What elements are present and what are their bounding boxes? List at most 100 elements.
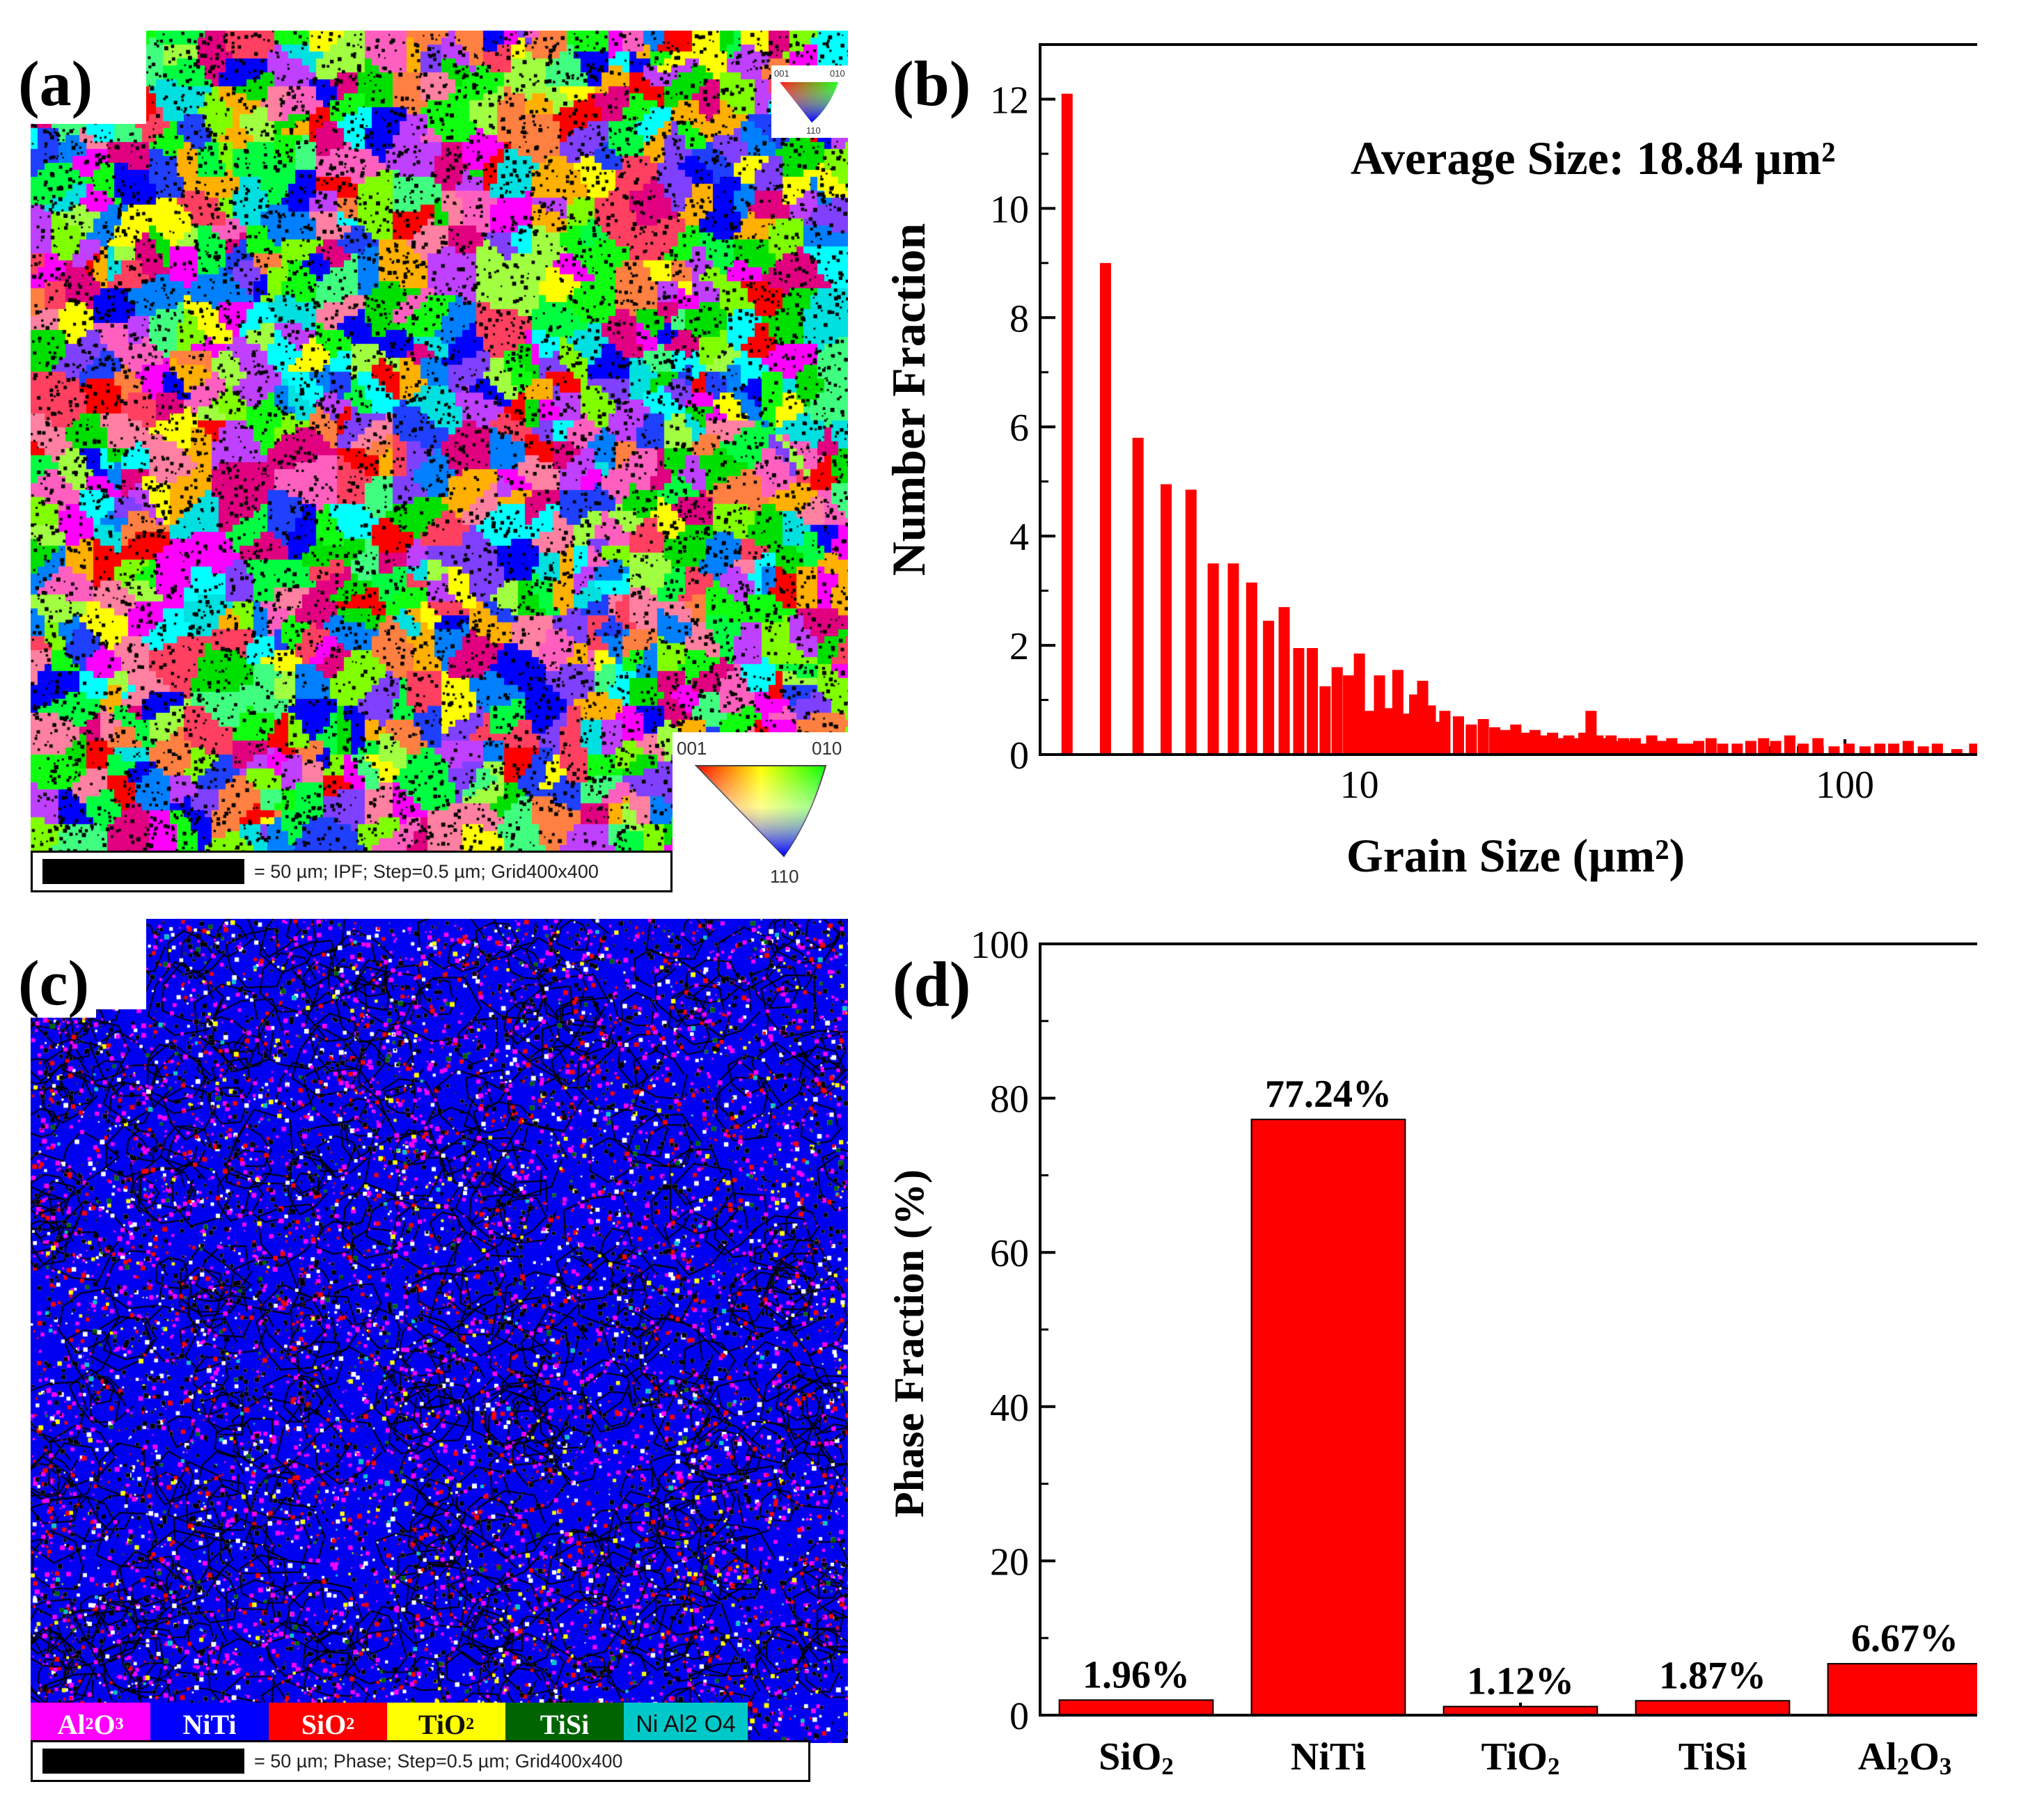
grain-size-bar [1293,648,1305,755]
grain-size-bar [1392,670,1404,755]
grain-size-bar [1319,686,1331,755]
grain-size-bar [1510,724,1522,755]
ipf-label-001: 001 [677,738,707,759]
grain-size-bar [1675,743,1687,755]
grain-size-bar [1828,746,1840,755]
legend-item-nial2o4: Ni Al2 O4 [624,1703,748,1743]
grain-size-bar [1731,743,1743,755]
grain-size-bar [1656,741,1668,755]
scalebar-c: = 50 µm; Phase; Step=0.5 µm; Grid400x400 [31,1740,810,1782]
grain-size-bar [1529,729,1541,755]
ipf-small-001: 001 [774,68,789,79]
panel-c-label: (c) [11,948,97,1018]
grain-size-bar [1635,743,1646,755]
grain-size-bar [1353,653,1365,755]
phase-ytick-label-20: 20 [990,1540,1029,1584]
grain-size-bar [1770,741,1782,755]
grain-size-bar [1538,735,1550,755]
phase-xtick-label-niti: NiTi [1291,1735,1366,1778]
scalebar-a-text: = 50 µm; IPF; Step=0.5 µm; Grid400x400 [254,860,599,882]
ipf-label-010: 010 [812,738,842,759]
legend-item-sio2: SiO 2 [269,1703,387,1743]
grain-size-bar [1693,741,1705,755]
grain-size-bar [1061,93,1073,755]
phase-ytick-label-40: 40 [990,1387,1029,1430]
grain-size-bar [1666,738,1678,755]
grain-size-bar [1969,743,1977,755]
grain-size-bar [1331,667,1343,755]
panel-a-label: (a) [11,49,100,118]
legend-item-niti: NiTi [150,1703,269,1743]
grain-ytick-label-4: 4 [1009,516,1029,559]
grain-xtick-label-100: 100 [1816,764,1874,807]
grain-size-bar [1452,716,1464,755]
grain-ytick-label-2: 2 [1009,625,1029,668]
grain-size-bar [1245,582,1257,755]
grain-size-bar [1874,743,1886,755]
grain-size-bar [1646,735,1658,755]
grain-size-bar [1364,711,1376,755]
grain-size-bar [1489,727,1501,755]
phase-bar-al2o3 [1827,1663,1977,1717]
grain-size-bar [1931,743,1943,755]
grain-size-bar [1902,741,1914,755]
grain-size-bar [1161,484,1172,755]
grain-size-bars [1061,93,1977,755]
phase-data-label-niti: 77.24% [1265,1073,1392,1116]
panel-b-label: (b) [886,49,978,118]
phase-bar-sio2 [1058,1699,1214,1717]
grain-size-bar [1812,738,1824,755]
ipf-key-large: 001 010 110 [673,732,851,892]
grain-size-bar [1278,607,1290,755]
grain-size-bar [1784,735,1795,755]
grain-size-bar [1343,675,1355,755]
grain-size-bar [1917,746,1929,755]
ipf-key-small-triangle [780,82,838,123]
grain-size-bar [1374,675,1385,755]
phase-fraction-chart: 020406080100SiO2NiTiTiO2TiSiAl2O3NiAl2O4… [886,924,1977,1780]
phase-legend: Al 2 O 3 NiTi SiO 2 TiO 2 TiSi Ni Al2 O4 [31,1703,748,1743]
grain-size-bar [1207,563,1219,755]
grain-size-bar [1227,563,1239,755]
grain-size-bar [1263,620,1275,755]
grain-size-bar [1758,738,1770,755]
grain-size-bar [1717,743,1729,755]
phase-fraction-axes: 020406080100SiO2NiTiTiO2TiSiAl2O3NiAl2O4 [970,924,1952,1780]
phase-xtick-label-al2o3: Al2O3 [1858,1735,1952,1780]
grain-size-axes: 0 2 4 6 8 10 12 10 100 [990,79,1874,807]
phase-fraction-plot-frame [1039,943,1977,1717]
grain-size-plot-frame [1039,43,1977,756]
grain-size-bar [1132,437,1144,755]
phase-ytick-label-80: 80 [990,1078,1029,1121]
grain-size-bar [1500,729,1511,755]
ipf-small-010: 010 [830,68,845,79]
phase-ytick-label-0: 0 [1009,1695,1029,1738]
phase-bar-niti [1250,1119,1406,1716]
phase-bar-tisi [1635,1700,1791,1716]
grain-size-ylabel: Number Fraction [882,223,935,576]
grain-size-bar [1307,648,1319,755]
ipf-key-small: 001 010 110 [771,65,849,138]
grain-size-bar [1099,262,1111,755]
phase-map-canvas [31,919,848,1743]
scalebar-a: = 50 µm; IPF; Step=0.5 µm; Grid400x400 [31,851,673,892]
grain-xtick-label-10: 10 [1340,764,1379,807]
phase-fraction-ylabel: Phase Fraction (%) [886,1169,932,1517]
grain-size-bar [1705,738,1717,755]
grain-ytick-label-6: 6 [1009,407,1029,450]
phase-xtick-label-sio2: SiO2 [1099,1735,1174,1780]
phase-data-label-al2o3: 6.67% [1851,1617,1958,1660]
grain-size-bar [1745,741,1756,755]
ipf-key-large-triangle [694,765,827,858]
grain-size-bar [1843,743,1855,755]
scalebar-a-bar [42,859,244,884]
phase-xtick-label-tisi: TiSi [1679,1735,1747,1778]
phase-map: Al 2 O 3 NiTi SiO 2 TiO 2 TiSi Ni Al2 O4 [31,919,848,1743]
grain-size-bar [1888,743,1900,755]
grain-ytick-label-0: 0 [1009,734,1029,778]
ipf-small-110: 110 [806,125,821,136]
phase-ytick-label-100: 100 [970,924,1029,967]
grain-size-xlabel: Grain Size (µm²) [1346,829,1685,882]
grain-size-bar [1859,746,1871,755]
phase-data-label-tio2: 1.12% [1467,1660,1574,1703]
